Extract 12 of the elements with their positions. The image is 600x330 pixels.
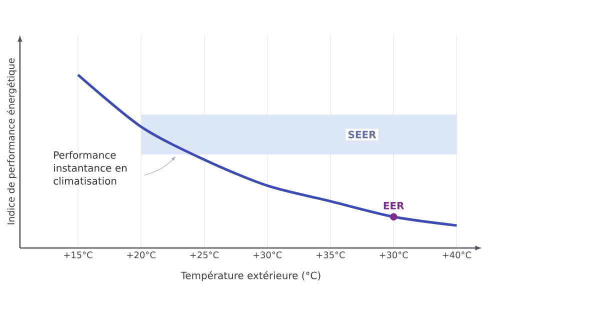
x-tick-label: +35°C [316, 252, 345, 258]
y-axis-title: Indice de performance énergétique [6, 58, 16, 224]
band-label: SEER [348, 130, 376, 138]
series-label: EER [384, 202, 404, 210]
x-tick-label: +30°C [380, 252, 408, 258]
x-tick-label: +15°C [64, 252, 92, 258]
x-tick-label: +30°C [253, 252, 282, 258]
x-tick-label: +40°C [442, 252, 472, 258]
x-axis-title: Température extérieure (°C) [180, 271, 320, 282]
x-tick-label: +20°C [127, 252, 156, 258]
x-tick-label: +25°C [190, 252, 219, 258]
annotation: Performance instantance en climatisation [54, 151, 127, 185]
